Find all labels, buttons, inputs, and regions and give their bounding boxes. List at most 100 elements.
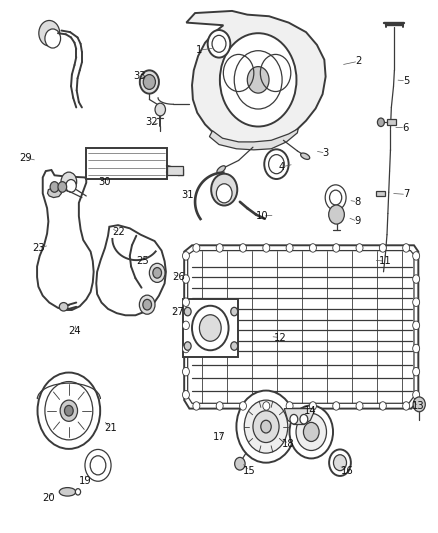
Circle shape <box>231 308 238 316</box>
Circle shape <box>183 321 189 329</box>
Text: 18: 18 <box>283 439 295 449</box>
Text: 9: 9 <box>354 216 360 227</box>
Text: 14: 14 <box>304 406 317 416</box>
Circle shape <box>234 51 282 109</box>
Circle shape <box>231 342 238 350</box>
Circle shape <box>240 244 247 252</box>
Circle shape <box>193 244 200 252</box>
Circle shape <box>290 406 333 458</box>
Circle shape <box>58 182 67 192</box>
Circle shape <box>413 344 420 353</box>
Text: 24: 24 <box>68 326 81 336</box>
Text: 1: 1 <box>196 45 203 55</box>
Circle shape <box>60 400 78 421</box>
Polygon shape <box>284 409 314 424</box>
Circle shape <box>140 70 159 94</box>
Circle shape <box>64 406 73 416</box>
Circle shape <box>413 397 425 412</box>
Circle shape <box>329 449 351 476</box>
Circle shape <box>208 30 230 58</box>
Circle shape <box>183 344 189 353</box>
Ellipse shape <box>59 303 68 311</box>
Circle shape <box>268 155 284 174</box>
Circle shape <box>220 33 297 126</box>
Circle shape <box>193 402 200 410</box>
Circle shape <box>333 402 340 410</box>
Circle shape <box>413 391 420 399</box>
Circle shape <box>286 402 293 410</box>
Circle shape <box>237 391 296 463</box>
Text: 4: 4 <box>279 162 285 172</box>
Circle shape <box>325 185 346 211</box>
Circle shape <box>216 244 223 252</box>
Text: 27: 27 <box>171 306 184 317</box>
Text: 26: 26 <box>173 272 185 282</box>
Polygon shape <box>184 245 418 409</box>
Circle shape <box>45 382 93 440</box>
Text: 31: 31 <box>181 190 194 200</box>
Circle shape <box>413 321 420 329</box>
Circle shape <box>247 67 269 93</box>
Text: 22: 22 <box>113 227 125 237</box>
Circle shape <box>39 20 60 46</box>
Circle shape <box>264 149 289 179</box>
Polygon shape <box>209 128 298 150</box>
Circle shape <box>184 342 191 350</box>
Circle shape <box>216 402 223 410</box>
Circle shape <box>61 172 77 191</box>
Text: 19: 19 <box>78 477 92 486</box>
Text: 13: 13 <box>412 401 425 411</box>
Circle shape <box>413 252 420 260</box>
Bar <box>376 191 385 196</box>
Text: 3: 3 <box>322 148 329 158</box>
Text: 23: 23 <box>32 243 45 253</box>
Circle shape <box>300 415 308 424</box>
Bar <box>167 166 184 175</box>
Ellipse shape <box>217 166 226 173</box>
Circle shape <box>356 244 363 252</box>
Circle shape <box>263 402 270 410</box>
Circle shape <box>183 275 189 284</box>
Circle shape <box>379 402 386 410</box>
Circle shape <box>413 275 420 284</box>
Circle shape <box>286 244 293 252</box>
Circle shape <box>309 244 316 252</box>
Circle shape <box>309 402 316 410</box>
Circle shape <box>304 422 319 441</box>
Circle shape <box>261 420 271 433</box>
Ellipse shape <box>59 488 76 496</box>
Circle shape <box>413 298 420 306</box>
Polygon shape <box>47 188 61 198</box>
Text: 33: 33 <box>134 70 146 80</box>
Circle shape <box>211 174 237 206</box>
Circle shape <box>253 411 279 442</box>
Circle shape <box>378 118 385 126</box>
Circle shape <box>143 75 155 90</box>
Bar <box>86 148 167 179</box>
Circle shape <box>192 306 229 350</box>
Circle shape <box>66 180 76 192</box>
Circle shape <box>403 402 410 410</box>
Text: 20: 20 <box>42 493 55 503</box>
Text: 12: 12 <box>274 333 286 343</box>
Circle shape <box>296 414 326 450</box>
Circle shape <box>212 35 226 52</box>
Text: 7: 7 <box>403 189 410 199</box>
Circle shape <box>199 315 221 341</box>
Circle shape <box>50 182 59 192</box>
Ellipse shape <box>300 153 310 159</box>
Circle shape <box>329 190 342 205</box>
Circle shape <box>240 402 247 410</box>
Circle shape <box>45 29 60 48</box>
Text: 5: 5 <box>403 76 410 86</box>
Circle shape <box>328 205 344 224</box>
Circle shape <box>263 244 270 252</box>
Text: 30: 30 <box>99 176 111 187</box>
Text: 10: 10 <box>256 211 269 221</box>
Ellipse shape <box>75 489 81 495</box>
Circle shape <box>216 184 232 203</box>
Circle shape <box>184 308 191 316</box>
Bar <box>184 300 238 357</box>
Circle shape <box>183 367 189 376</box>
Circle shape <box>333 455 346 471</box>
